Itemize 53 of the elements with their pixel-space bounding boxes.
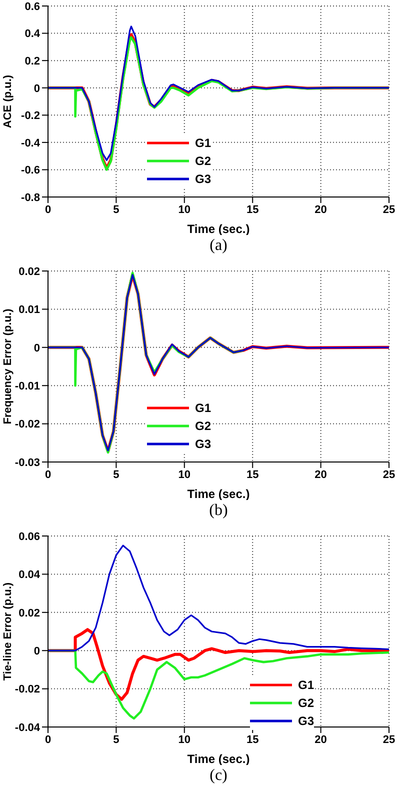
y-tick-label: -0.4 [21,137,41,150]
y-axis-title: Tie-line Error (p.u.) [2,582,14,681]
legend-label: G2 [195,154,212,168]
y-tick-label: 0.4 [24,28,41,40]
y-tick-label: -0.6 [21,164,40,177]
y-tick-label: 0.01 [18,304,40,316]
x-tick-label: 15 [246,734,259,746]
y-tick-label: 0 [34,82,40,95]
legend-label: G3 [195,437,212,451]
y-tick-label: 0.02 [18,266,40,278]
legend-label: G1 [298,678,314,692]
legend-label: G2 [298,696,314,710]
legend-label: G1 [195,136,212,150]
legend-label: G1 [195,401,212,415]
x-tick-label: 25 [382,468,396,481]
x-tick-label: 20 [314,734,327,746]
x-tick-label: 10 [178,734,191,746]
x-tick-label: 5 [113,468,120,481]
x-tick-label: 25 [382,204,396,216]
y-tick-label: -0.03 [14,456,40,469]
y-tick-label: 0.06 [18,530,40,543]
y-tick-label: 0 [34,646,40,658]
y-axis-title: Frequency Error (p.u.) [2,308,14,424]
x-tick-label: 5 [113,204,120,216]
y-tick-label: -0.8 [21,192,40,204]
x-tick-label: 20 [314,204,327,216]
y-tick-label: -0.02 [14,684,40,696]
y-axis-title: ACE (p.u.) [2,74,14,128]
x-tick-label: 10 [178,468,191,481]
y-tick-label: 0.6 [24,0,40,13]
x-tick-label: 0 [44,204,52,216]
x-tick-label: 0 [44,734,52,746]
x-tick-label: 5 [113,734,120,746]
y-tick-label: 0.04 [18,569,41,582]
x-tick-label: 25 [382,734,396,746]
x-tick-label: 0 [44,468,52,481]
y-tick-label: -0.02 [14,418,40,431]
legend-label: G2 [195,419,212,433]
legend-label: G3 [195,172,212,186]
y-tick-label: -0.2 [21,110,40,122]
y-tick-label: 0.02 [18,607,40,620]
x-tick-label: 20 [314,468,327,481]
text: (b) [208,501,229,521]
x-tick-label: 10 [178,204,191,216]
y-tick-label: -0.01 [14,380,40,393]
x-tick-label: 15 [246,468,259,481]
text: (c) [208,766,228,786]
x-tick-label: 15 [246,204,259,216]
y-tick-label: 0.2 [24,55,40,68]
y-tick-label: 0 [34,342,40,354]
text: (a) [208,236,228,256]
legend-label: G3 [298,714,314,728]
y-tick-label: -0.04 [14,722,41,734]
